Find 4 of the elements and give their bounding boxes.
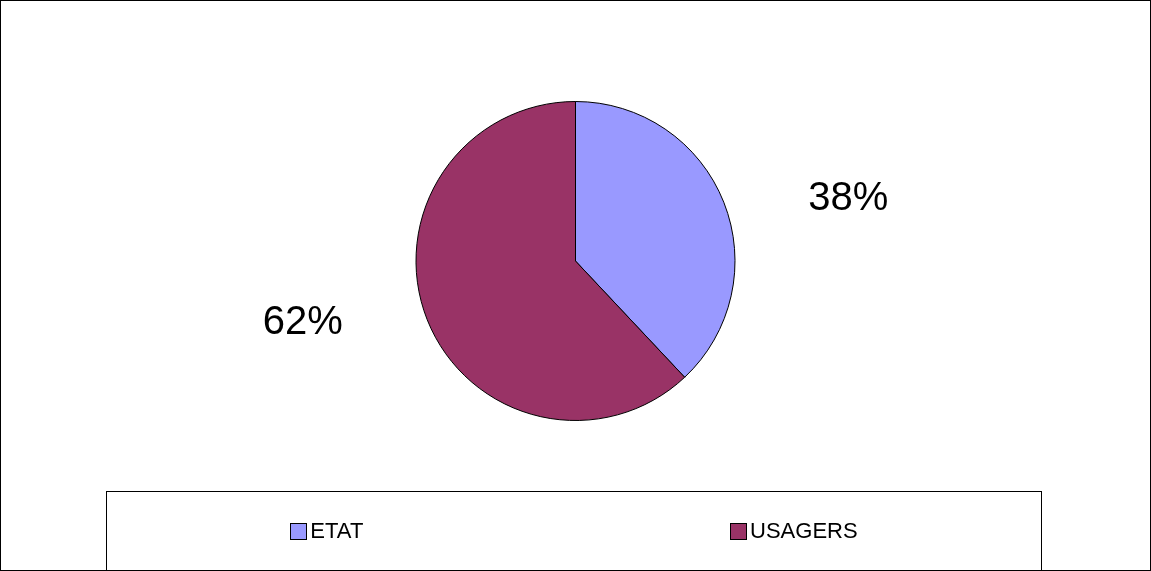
legend-label: ETAT — [310, 518, 364, 544]
data-label: 62% — [262, 297, 343, 342]
legend-label: USAGERS — [750, 518, 858, 544]
data-label: 38% — [808, 174, 889, 219]
